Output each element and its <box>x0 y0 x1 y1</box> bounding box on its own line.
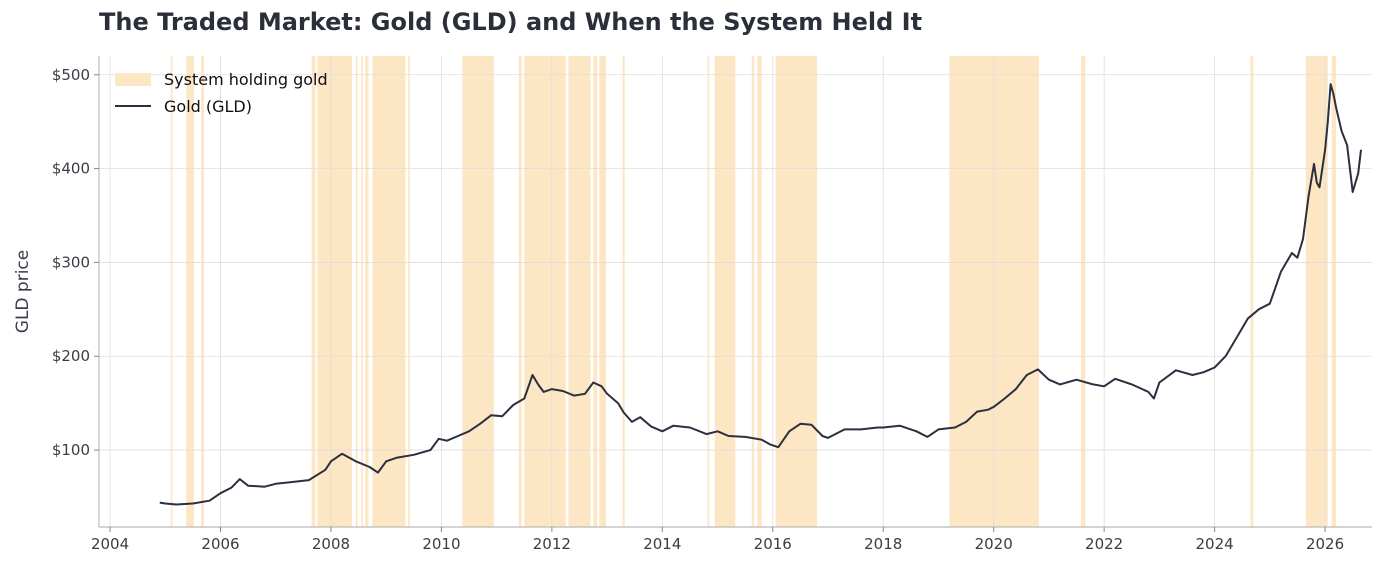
holding-band-2 <box>201 56 204 527</box>
holding-bands <box>170 56 1337 527</box>
holding-band-14 <box>593 56 598 527</box>
y-tick-label-200: $200 <box>52 347 90 365</box>
x-tick-label-2014: 2014 <box>643 535 681 553</box>
holding-band-12 <box>524 56 566 527</box>
holding-band-10 <box>462 56 494 527</box>
x-tick-label-2026: 2026 <box>1306 535 1344 553</box>
holding-band-11 <box>518 56 522 527</box>
holding-band-23 <box>1080 56 1086 527</box>
x-tick-label-2024: 2024 <box>1196 535 1234 553</box>
holding-band-16 <box>622 56 625 527</box>
y-tick-label-100: $100 <box>52 441 90 459</box>
y-axis-label: GLD price <box>13 250 33 333</box>
holding-band-4 <box>317 56 352 527</box>
holding-band-5 <box>355 56 358 527</box>
holding-band-24 <box>1250 56 1254 527</box>
y-tick-label-400: $400 <box>52 160 90 178</box>
holding-band-7 <box>365 56 369 527</box>
holding-band-25 <box>1305 56 1328 527</box>
x-tick-label-2018: 2018 <box>864 535 902 553</box>
holding-band-8 <box>372 56 406 527</box>
x-tick-label-2010: 2010 <box>422 535 460 553</box>
holding-band-26 <box>1331 56 1337 527</box>
x-tick-label-2006: 2006 <box>201 535 239 553</box>
x-tick-label-2004: 2004 <box>91 535 129 553</box>
holding-band-1 <box>186 56 194 527</box>
legend-entry-gold: Gold (GLD) <box>164 97 252 116</box>
x-tick-label-2020: 2020 <box>975 535 1013 553</box>
holding-band-17 <box>707 56 710 527</box>
x-tick-labels: 2004 2006 2008 2010 2012 2014 2016 2018 2020 2022… <box>91 527 1344 553</box>
y-tick-label-500: $500 <box>52 66 90 84</box>
legend-swatch-holding <box>115 73 151 86</box>
y-tick-label-300: $300 <box>52 253 90 271</box>
holding-band-20 <box>757 56 762 527</box>
x-tick-label-2022: 2022 <box>1085 535 1123 553</box>
holding-band-0 <box>170 56 173 527</box>
axes <box>98 56 1372 528</box>
grid-lines <box>99 56 1372 527</box>
holding-band-3 <box>311 56 316 527</box>
legend: System holding gold Gold (GLD) <box>115 70 328 116</box>
holding-band-19 <box>751 56 755 527</box>
y-tick-labels: $100 $200 $300 $400 $500 <box>52 66 99 459</box>
x-tick-label-2016: 2016 <box>754 535 792 553</box>
x-tick-label-2008: 2008 <box>312 535 350 553</box>
holding-band-21 <box>775 56 817 527</box>
series-line-gold-gld <box>159 83 1362 506</box>
holding-band-18 <box>714 56 736 527</box>
legend-entry-holding: System holding gold <box>164 70 328 89</box>
chart-title: The Traded Market: Gold (GLD) and When t… <box>99 8 923 36</box>
holding-band-6 <box>361 56 363 527</box>
x-tick-label-2012: 2012 <box>533 535 571 553</box>
holding-band-13 <box>568 56 591 527</box>
holding-band-9 <box>408 56 410 527</box>
holding-band-15 <box>599 56 606 527</box>
holding-band-22 <box>949 56 1039 527</box>
